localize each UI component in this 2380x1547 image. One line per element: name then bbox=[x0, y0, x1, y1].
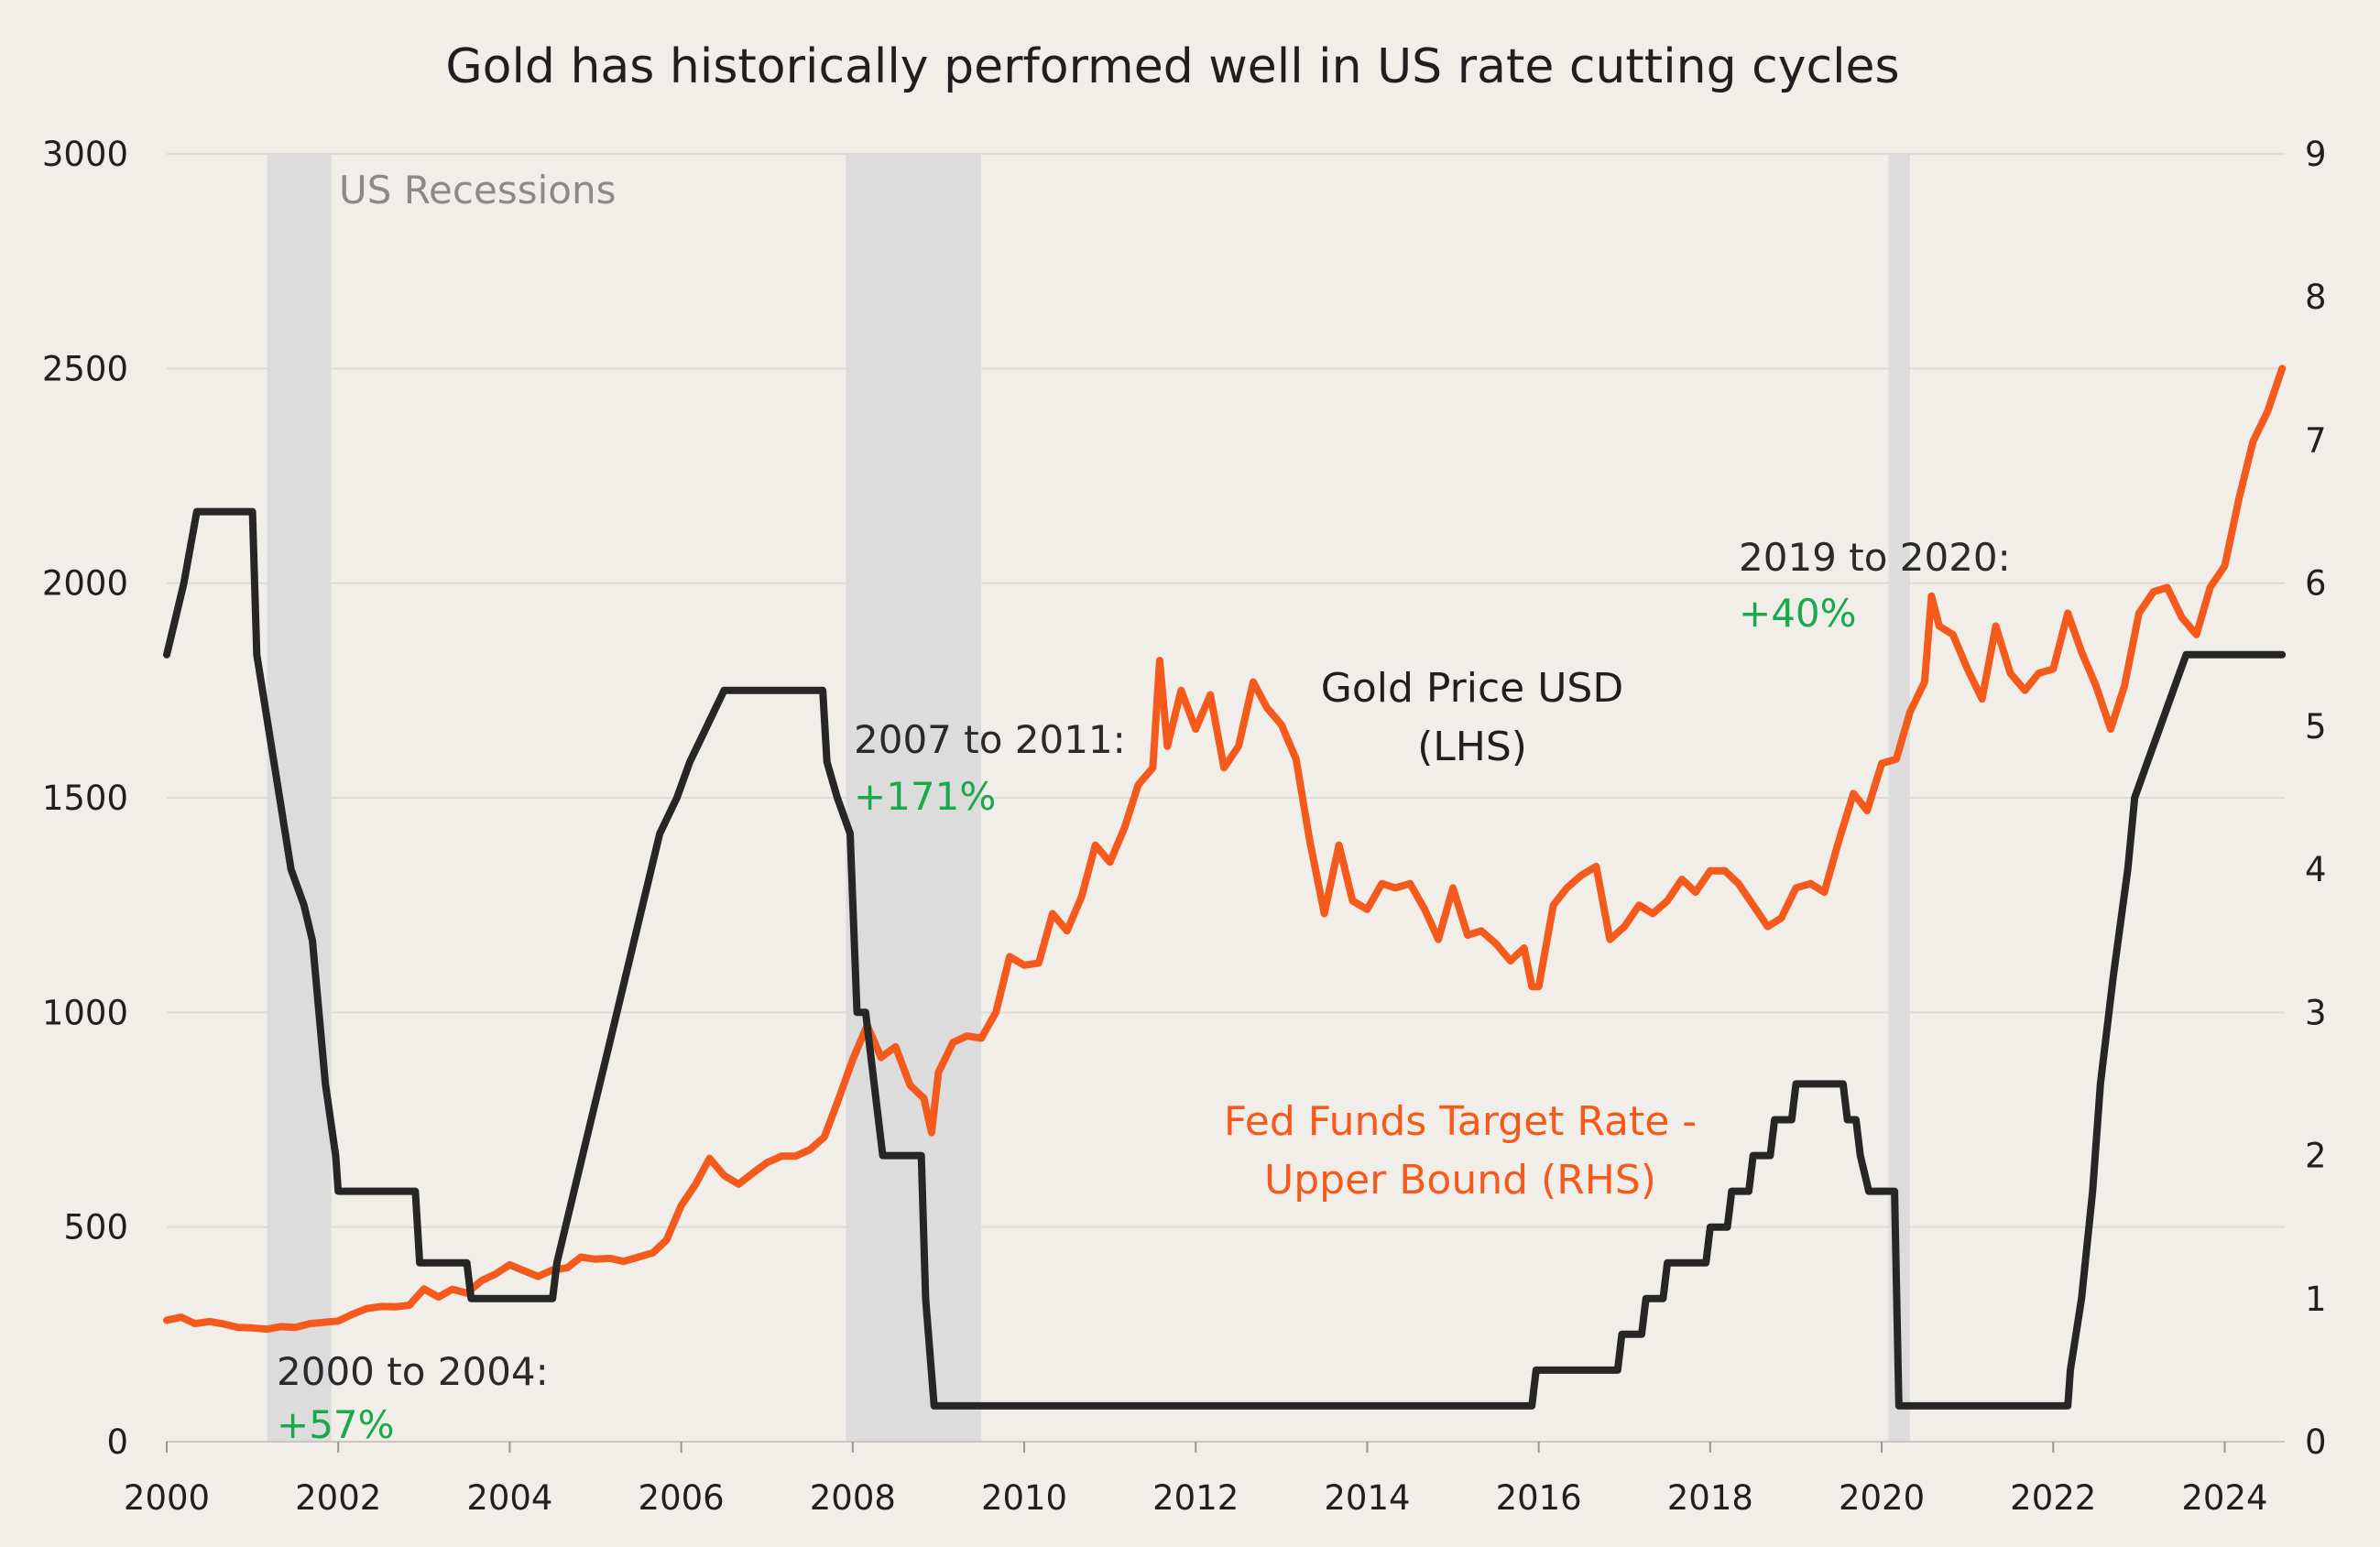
x-tick-label-2022: 2022 bbox=[2010, 1478, 2096, 1518]
gold-price-line bbox=[163, 365, 2287, 1334]
recession-label: US Recessions bbox=[339, 168, 616, 212]
annotation-2000-text: 2000 to 2004: bbox=[277, 1349, 549, 1394]
x-tick-label-2014: 2014 bbox=[1324, 1478, 1410, 1518]
y-left-tick-label-1500: 1500 bbox=[42, 779, 128, 818]
y-right-tick-label-1: 1 bbox=[2305, 1280, 2327, 1319]
y-right-tick-label-6: 6 bbox=[2305, 564, 2327, 604]
y-left-tick-label-1000: 1000 bbox=[42, 993, 128, 1032]
y-left-tick-label-2000: 2000 bbox=[42, 564, 128, 604]
series-lines bbox=[163, 365, 2287, 1410]
gold-series-label-line1: Gold Price USD bbox=[1321, 665, 1624, 712]
chart-title: Gold has historically performed well in … bbox=[445, 39, 1899, 94]
y-left-tick-label-500: 500 bbox=[63, 1208, 128, 1247]
annotation-2019-value: +40% bbox=[1739, 591, 1857, 636]
x-tick-label-2020: 2020 bbox=[1839, 1478, 1925, 1518]
y-right-tick-label-8: 8 bbox=[2305, 278, 2327, 317]
annotation-2007-text: 2007 to 2011: bbox=[854, 717, 1126, 762]
y-right-tick-label-2: 2 bbox=[2305, 1137, 2327, 1176]
y-right-tick-label-0: 0 bbox=[2305, 1422, 2327, 1462]
x-tick-label-2004: 2004 bbox=[466, 1478, 552, 1518]
x-tick-label-2006: 2006 bbox=[639, 1478, 725, 1518]
y-axis-left: 0 500 1000 1500 2000 2500 3000 bbox=[42, 135, 128, 1462]
x-axis: 2000 2002 2004 2006 2008 2010 2012 2014 2016 2018… bbox=[124, 1441, 2285, 1518]
fed-series-label-line2: Upper Bound (RHS) bbox=[1264, 1157, 1656, 1204]
x-tick-label-2024: 2024 bbox=[2181, 1478, 2267, 1518]
y-left-tick-label-0: 0 bbox=[106, 1422, 128, 1462]
x-tick-label-2018: 2018 bbox=[1667, 1478, 1753, 1518]
fed-funds-rate-line bbox=[163, 507, 2287, 1410]
y-left-tick-label-2500: 2500 bbox=[42, 349, 128, 388]
x-tick-label-2000: 2000 bbox=[124, 1478, 210, 1518]
x-tick-label-2010: 2010 bbox=[981, 1478, 1067, 1518]
x-tick-label-2012: 2012 bbox=[1152, 1478, 1239, 1518]
fed-series-label-line1: Fed Funds Target Rate - bbox=[1224, 1098, 1697, 1145]
y-right-tick-label-5: 5 bbox=[2305, 707, 2327, 746]
annotation-2019-text: 2019 to 2020: bbox=[1739, 535, 2011, 580]
y-right-tick-label-7: 7 bbox=[2305, 420, 2327, 460]
y-axis-right: 0 1 2 3 4 5 6 7 8 9 bbox=[2305, 135, 2327, 1462]
y-right-tick-label-3: 3 bbox=[2305, 993, 2327, 1032]
y-right-tick-label-9: 9 bbox=[2305, 135, 2327, 174]
x-tick-label-2002: 2002 bbox=[295, 1478, 381, 1518]
annotation-2007-value: +171% bbox=[854, 774, 996, 819]
x-tick-label-2016: 2016 bbox=[1496, 1478, 1582, 1518]
annotation-2000-value: +57% bbox=[277, 1402, 395, 1447]
gold-series-label-line2: (LHS) bbox=[1417, 724, 1527, 770]
x-tick-label-2008: 2008 bbox=[810, 1478, 896, 1518]
y-right-tick-label-4: 4 bbox=[2305, 850, 2327, 889]
y-left-tick-label-3000: 3000 bbox=[42, 135, 128, 174]
